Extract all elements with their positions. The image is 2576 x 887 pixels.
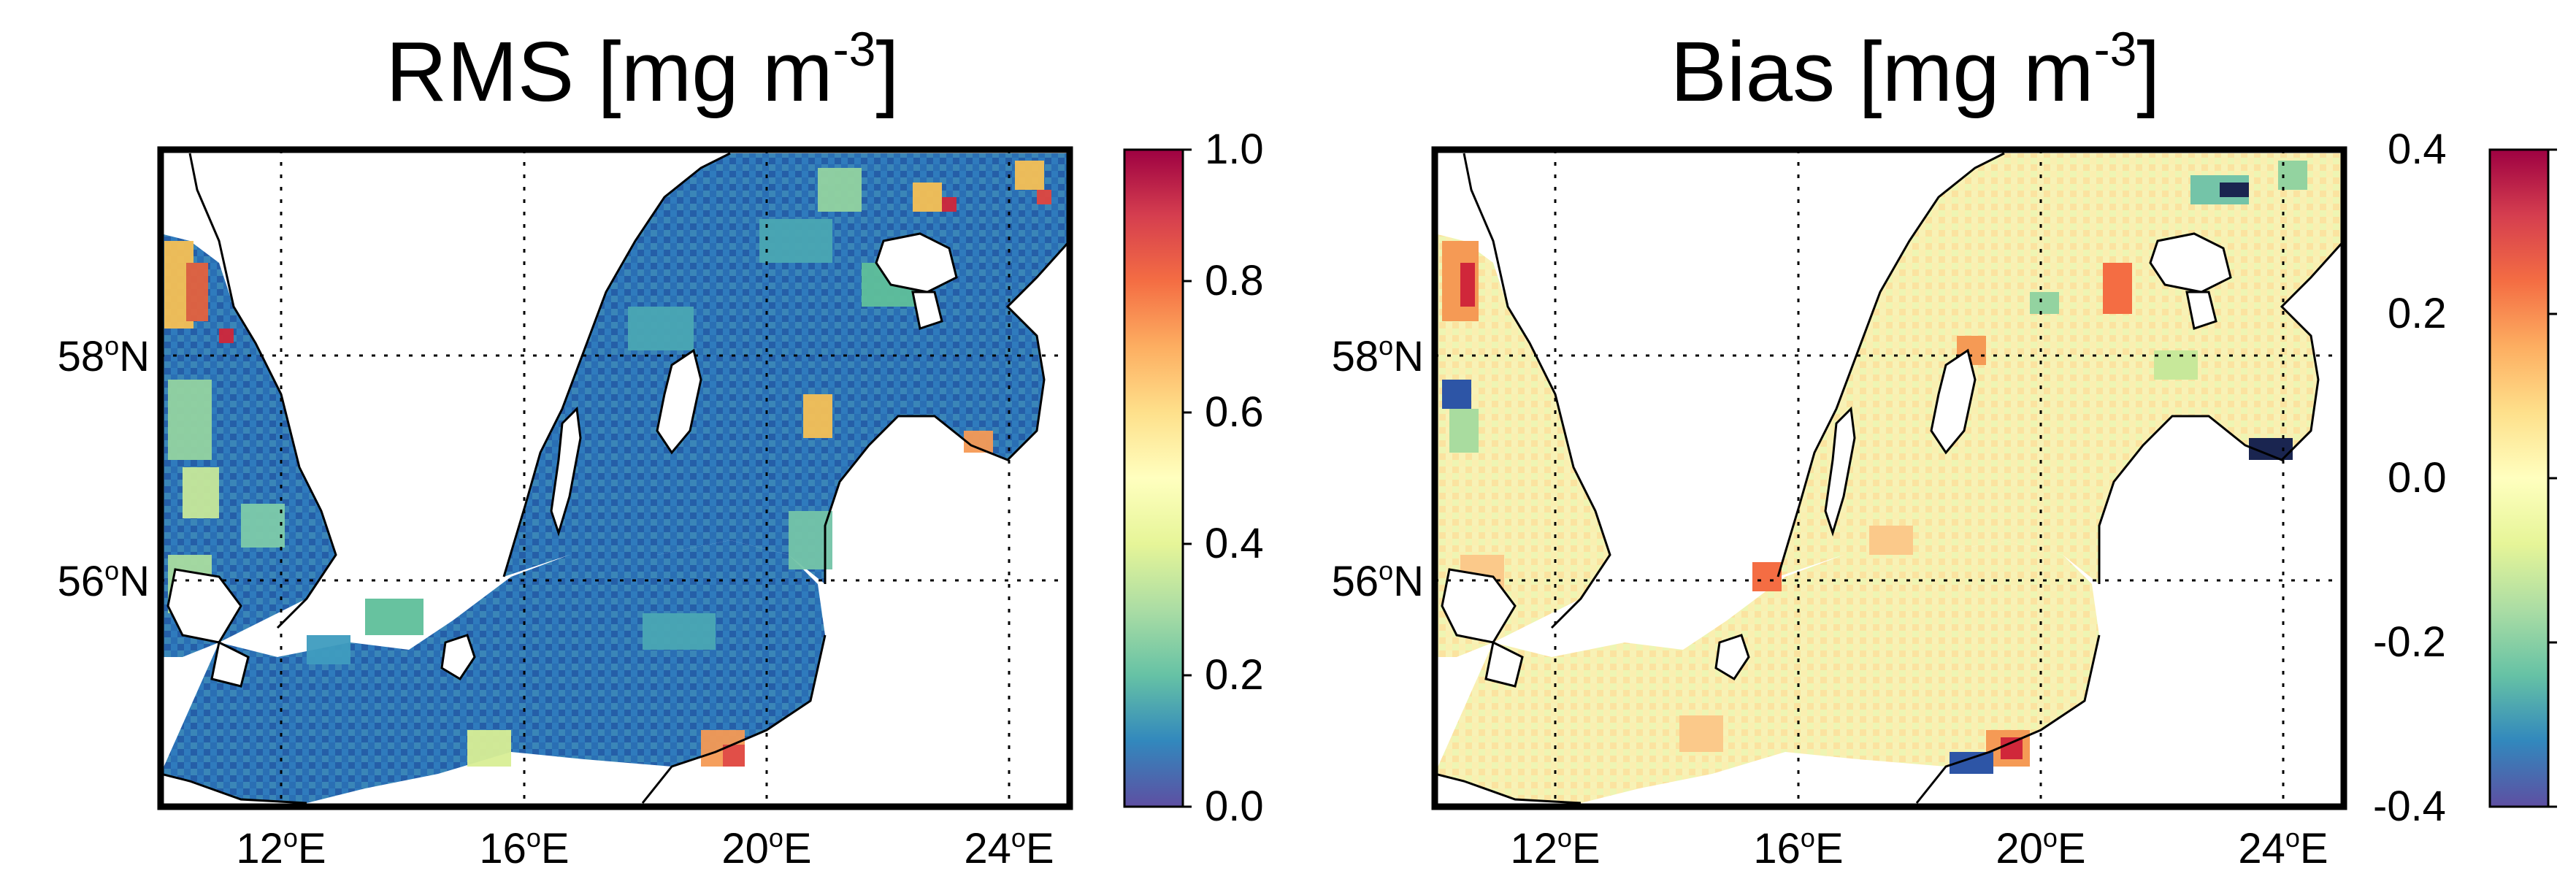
bias-map-border (1431, 146, 2347, 810)
rms-lat-label-58: 58oN (58, 333, 150, 378)
rms-lon12-hemi: E (297, 825, 326, 872)
rms-gridlines (161, 150, 1070, 807)
bias-colorbar (2488, 148, 2550, 808)
bias-bornholm-island (1714, 634, 1750, 681)
bias-lon16-hemi: E (1814, 825, 1844, 872)
degree-symbol: o (1379, 556, 1394, 585)
rms-islands (166, 232, 958, 688)
rms-anomaly-patches (164, 161, 1051, 767)
bornholm-island (440, 634, 476, 681)
bias-lon16-deg: 16 (1753, 825, 1801, 872)
bias-lat-label-56: 56oN (1332, 558, 1424, 603)
degree-symbol: o (1379, 331, 1394, 361)
bias-islands (1441, 232, 2232, 688)
rms-map-frame (161, 152, 1070, 805)
rms-lon-label-20: 20oE (721, 825, 811, 870)
rms-lat56-deg: 56 (57, 558, 105, 605)
bias-oland-island (1824, 406, 1856, 537)
rms-lon24-hemi: E (1025, 825, 1054, 872)
rms-lat-label-56: 56oN (58, 558, 150, 603)
rms-cb-tick-1.0: 1.0 (1205, 126, 1264, 173)
rms-panel-title: RMS [mg m-3] (386, 25, 899, 114)
bias-cb-tick-neg0.4: -0.4 (2373, 783, 2446, 830)
degree-symbol: o (2285, 823, 2300, 853)
bias-lon12-deg: 12 (1510, 825, 1557, 872)
rms-cb-tick-0.6: 0.6 (1205, 388, 1264, 436)
degree-symbol: o (1800, 823, 1815, 853)
rms-lat58-deg: 58 (57, 333, 105, 380)
bias-title-close: ] (2136, 24, 2161, 119)
rms-cb-tick-0.0: 0.0 (1205, 783, 1264, 830)
rms-cb-tick-0.4: 0.4 (1205, 520, 1264, 567)
funen-island (210, 640, 250, 688)
bias-lon20-hemi: E (2057, 825, 2086, 872)
degree-symbol: o (526, 823, 541, 853)
rms-lon16-hemi: E (540, 825, 570, 872)
bias-cb-tick-neg0.2: -0.2 (2373, 618, 2446, 666)
degree-symbol: o (104, 556, 120, 585)
bias-lon-label-16: 16oE (1753, 825, 1843, 870)
bias-lat58-hemi: N (1393, 333, 1424, 380)
bias-lon24-hemi: E (2299, 825, 2328, 872)
oland-island (550, 406, 582, 537)
rms-lon16-deg: 16 (479, 825, 526, 872)
degree-symbol: o (1011, 823, 1026, 853)
rms-lon20-deg: 20 (721, 825, 769, 872)
degree-symbol: o (2042, 823, 2058, 853)
degree-symbol: o (768, 823, 783, 853)
rms-lat58-hemi: N (119, 333, 150, 380)
bias-title-sup: -3 (2093, 22, 2137, 76)
bias-lat-label-58: 58oN (1332, 333, 1424, 378)
bias-colorbar-ticks (2548, 148, 2557, 808)
degree-symbol: o (283, 823, 298, 853)
bias-title-text: Bias [mg m (1670, 24, 2094, 119)
rms-lon-label-16: 16oE (479, 825, 569, 870)
rms-cb-tick-0.2: 0.2 (1205, 651, 1264, 699)
rms-lon-label-24: 24oE (964, 825, 1054, 870)
bias-lat58-deg: 58 (1331, 333, 1379, 380)
hiiumaa-island (911, 291, 943, 330)
rms-colorbar (1123, 148, 1184, 808)
saaremaa-island (875, 232, 958, 293)
bias-funen-island (1484, 640, 1524, 688)
bias-coastlines (1435, 152, 2344, 805)
degree-symbol: o (104, 331, 120, 361)
bias-lon12-hemi: E (1571, 825, 1601, 872)
bias-lon-label-24: 24oE (2238, 825, 2328, 870)
rms-map-border (157, 146, 1073, 810)
rms-lon-label-12: 12oE (236, 825, 326, 870)
rms-colorbar-ticks (1183, 148, 1192, 808)
bias-panel-title: Bias [mg m-3] (1670, 25, 2160, 114)
rms-title-close: ] (875, 24, 900, 119)
bias-gridlines (1435, 150, 2344, 807)
rms-title-sup: -3 (832, 22, 876, 76)
rms-coastlines (161, 152, 1070, 805)
bias-cb-tick-0.4: 0.4 (2388, 126, 2447, 173)
bias-lon-label-12: 12oE (1510, 825, 1600, 870)
rms-lon12-deg: 12 (236, 825, 283, 872)
rms-title-text: RMS [mg m (386, 24, 833, 119)
bias-cb-tick-0.2: 0.2 (2388, 290, 2447, 337)
bias-lon24-deg: 24 (2238, 825, 2285, 872)
rms-lon20-hemi: E (783, 825, 812, 872)
degree-symbol: o (1557, 823, 1572, 853)
bias-sea-field (1435, 153, 2344, 803)
bias-lon-label-20: 20oE (1996, 825, 2085, 870)
rms-cb-tick-0.8: 0.8 (1205, 257, 1264, 304)
bias-lat56-deg: 56 (1331, 558, 1379, 605)
bias-saaremaa-island (2149, 232, 2232, 293)
bias-map-frame (1435, 152, 2344, 805)
bias-hiiumaa-island (2185, 291, 2217, 330)
rms-lon24-deg: 24 (964, 825, 1011, 872)
bias-cb-tick-0.0: 0.0 (2388, 454, 2447, 502)
bias-lon20-deg: 20 (1996, 825, 2043, 872)
rms-lat56-hemi: N (119, 558, 150, 605)
bias-lat56-hemi: N (1393, 558, 1424, 605)
